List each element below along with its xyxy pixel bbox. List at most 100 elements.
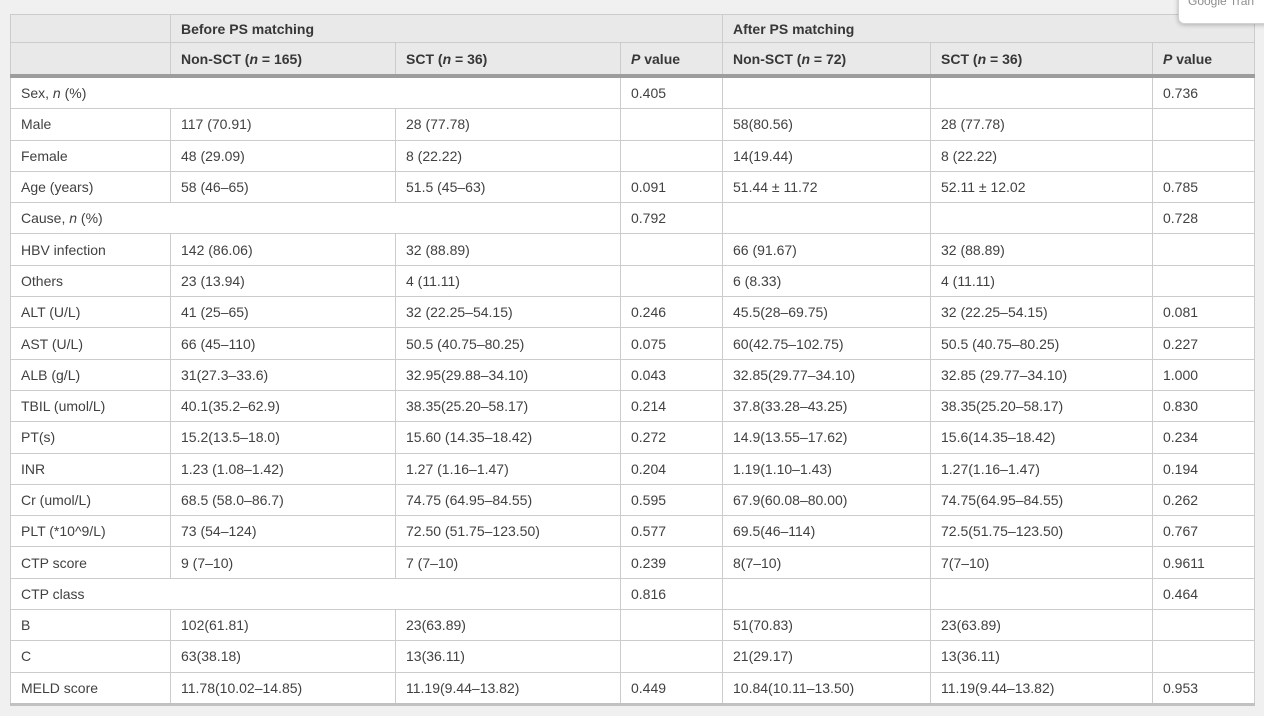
- table-row: CTP class 0.816 0.464: [10, 577, 1255, 611]
- cell-text: 8 (22.22): [406, 147, 463, 164]
- data-cell: 0.075: [620, 327, 723, 360]
- cell-text: 38.35(25.20–58.17): [941, 398, 1064, 415]
- data-cell: 0.816: [620, 577, 723, 611]
- row-label-cell: CTP class: [10, 577, 621, 611]
- data-cell: 50.5 (40.75–80.25): [930, 327, 1153, 360]
- data-cell: 66 (45–110): [170, 327, 396, 360]
- data-cell: [1152, 139, 1255, 172]
- italic-text: n: [801, 50, 810, 67]
- cell-text: 0.234: [1163, 429, 1199, 446]
- cell-text: 69.5(46–114): [733, 523, 816, 540]
- cell-text: 0.577: [631, 523, 667, 540]
- table-row: ALT (U/L) 41 (25–65) 32 (22.25–54.15) 0.246…: [10, 296, 1255, 329]
- data-cell: 14.9(13.55–17.62): [722, 421, 931, 454]
- data-cell: 74.75(64.95–84.55): [930, 483, 1153, 517]
- cell-text: 7 (7–10): [406, 554, 459, 571]
- data-cell: 0.081: [1152, 296, 1255, 329]
- col-header-nonsct-after: Non-SCT (n = 72): [722, 42, 931, 78]
- cell-text: 14(19.44): [733, 147, 793, 164]
- cell-text: 58(80.56): [733, 116, 793, 133]
- cell-text: 23(63.89): [941, 617, 1001, 634]
- table-row: Sex, n (%) 0.405 0.736: [10, 75, 1255, 110]
- data-cell: 38.35(25.20–58.17): [930, 389, 1153, 423]
- cell-text: 52.11 ± 12.02: [941, 179, 1026, 196]
- data-cell: [930, 577, 1153, 611]
- google-translate-popup[interactable]: Google Tran: [1178, 0, 1264, 24]
- data-cell: [1152, 609, 1255, 642]
- data-cell: 0.262: [1152, 483, 1255, 517]
- table-row: Others 23 (13.94) 4 (11.11) 6 (8.33) 4 (11.1…: [10, 264, 1255, 298]
- row-label-cell: HBV infection: [10, 233, 171, 266]
- data-cell: 58 (46–65): [170, 170, 396, 204]
- data-cell: 58(80.56): [722, 108, 931, 141]
- cell-text: 15.2(13.5–18.0): [181, 429, 280, 446]
- data-cell: 67.9(60.08–80.00): [722, 483, 931, 517]
- data-cell: 0.830: [1152, 389, 1255, 423]
- cell-text: MELD score: [21, 679, 99, 696]
- data-cell: [1152, 233, 1255, 266]
- row-label-cell: PT(s): [10, 421, 171, 454]
- italic-text: n: [249, 50, 258, 67]
- italic-text: P: [1163, 50, 1173, 67]
- cell-text: B: [21, 617, 31, 634]
- baseline-characteristics-table: Before PS matching After PS matching Non…: [10, 14, 1255, 706]
- cell-text: 11.78(10.02–14.85): [181, 679, 303, 696]
- cell-text: INR: [21, 460, 46, 477]
- data-cell: 72.5(51.75–123.50): [930, 515, 1153, 548]
- data-cell: 102(61.81): [170, 609, 396, 642]
- data-cell: 0.227: [1152, 327, 1255, 360]
- data-cell: 51.44 ± 11.72: [722, 170, 931, 204]
- table-body: Sex, n (%) 0.405 0.736 Male 117 (70.91) 28 (7…: [10, 75, 1255, 705]
- col-header-sct-after: SCT (n = 36): [930, 42, 1153, 78]
- cell-text: Cr (umol/L): [21, 492, 92, 508]
- cell-text: 13(36.11): [406, 648, 465, 665]
- data-cell: [930, 75, 1153, 110]
- data-cell: [1152, 640, 1255, 673]
- table-row: Age (years) 58 (46–65) 51.5 (45–63) 0.091 51…: [10, 170, 1255, 204]
- data-cell: 32.95(29.88–34.10): [395, 358, 621, 391]
- cell-text: (%): [77, 210, 103, 227]
- table-header: Before PS matching After PS matching Non…: [10, 14, 1255, 78]
- data-cell: 13(36.11): [930, 640, 1153, 673]
- data-cell: 1.23 (1.08–1.42): [170, 452, 396, 485]
- data-cell: 23 (13.94): [170, 264, 396, 298]
- cell-text: TBIL (umol/L): [21, 398, 106, 415]
- cell-text: 23 (13.94): [181, 272, 245, 289]
- row-label-cell: C: [10, 640, 171, 673]
- cell-text: 40.1(35.2–62.9): [181, 398, 280, 415]
- data-cell: 0.9611: [1152, 546, 1255, 579]
- cell-text: 38.35(25.20–58.17): [406, 398, 529, 415]
- cell-text: 8 (22.22): [941, 147, 998, 164]
- group-header-after: After PS matching: [722, 14, 1255, 43]
- cell-text: 0.405: [631, 85, 667, 102]
- data-cell: 6 (8.33): [722, 264, 931, 298]
- data-cell: 0.785: [1152, 170, 1255, 204]
- cell-text: 8(7–10): [733, 554, 782, 571]
- data-cell: [722, 577, 931, 611]
- cell-text: 0.792: [631, 210, 667, 227]
- row-label-cell: TBIL (umol/L): [10, 389, 171, 423]
- italic-text: n: [977, 50, 987, 67]
- data-cell: 8 (22.22): [395, 139, 621, 172]
- data-cell: 11.19(9.44–13.82): [395, 671, 621, 705]
- row-label-cell: ALT (U/L): [10, 296, 171, 329]
- cell-text: 41 (25–65): [181, 304, 249, 321]
- cell-text: 0.816: [631, 585, 667, 602]
- cell-text: SCT (: [406, 50, 443, 67]
- row-label-cell: Sex, n (%): [10, 75, 621, 110]
- cell-text: 21(29.17): [733, 648, 793, 665]
- cell-text: 0.767: [1163, 523, 1199, 540]
- cell-text: PT(s): [21, 429, 56, 446]
- cell-text: 51.44 ± 11.72: [733, 179, 818, 196]
- cell-text: 72.5(51.75–123.50): [941, 523, 1064, 540]
- cell-text: 0.246: [631, 304, 667, 321]
- cell-text: ALT (U/L): [21, 304, 81, 321]
- cell-text: ALB (g/L): [21, 366, 81, 383]
- row-label-cell: PLT (*10^9/L): [10, 515, 171, 548]
- row-label-cell: ALB (g/L): [10, 358, 171, 391]
- data-cell: 38.35(25.20–58.17): [395, 389, 621, 423]
- cell-text: 50.5 (40.75–80.25): [941, 335, 1060, 352]
- corner-header-cell: [10, 14, 171, 43]
- cell-text: 4 (11.11): [406, 272, 460, 289]
- table-row: CTP score 9 (7–10) 7 (7–10) 0.239 8(7–10) 7(7…: [10, 546, 1255, 579]
